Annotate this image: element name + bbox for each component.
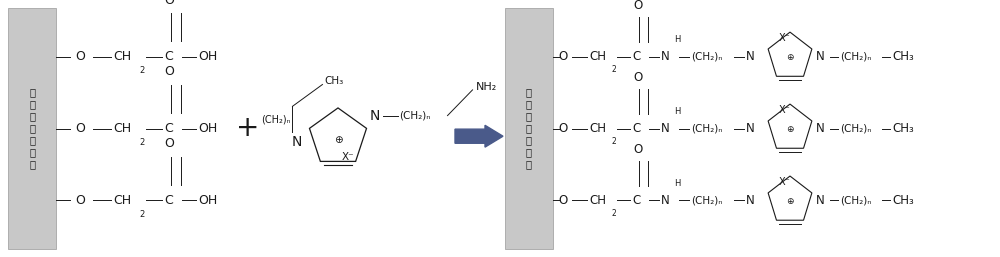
- Text: 介
孔
泡
沫
氧
化
硅: 介 孔 泡 沫 氧 化 硅: [29, 87, 35, 170]
- Text: CH: CH: [589, 194, 606, 207]
- Text: 2: 2: [611, 137, 616, 146]
- Text: (CH₂)ₙ: (CH₂)ₙ: [691, 124, 722, 133]
- Text: N: N: [816, 194, 825, 207]
- Text: O: O: [558, 50, 567, 63]
- Text: (CH₂)ₙ: (CH₂)ₙ: [840, 52, 871, 61]
- Text: H: H: [674, 179, 680, 188]
- FancyArrow shape: [455, 125, 503, 147]
- Text: ⊕: ⊕: [786, 125, 794, 134]
- Text: O: O: [164, 0, 174, 6]
- Text: (CH₂)ₙ: (CH₂)ₙ: [400, 111, 431, 121]
- Text: C: C: [632, 122, 640, 135]
- Text: O: O: [558, 194, 567, 207]
- Text: OH: OH: [198, 194, 217, 207]
- FancyBboxPatch shape: [505, 8, 553, 249]
- Text: X⁻: X⁻: [342, 152, 354, 162]
- Text: H: H: [674, 107, 680, 116]
- Text: ⊕: ⊕: [334, 135, 342, 145]
- Text: N: N: [816, 50, 825, 63]
- Text: N: N: [746, 194, 755, 207]
- Text: (CH₂)ₙ: (CH₂)ₙ: [261, 114, 290, 124]
- Text: N: N: [746, 50, 755, 63]
- Text: O: O: [633, 0, 642, 12]
- FancyBboxPatch shape: [8, 8, 56, 249]
- Text: N: N: [370, 108, 380, 123]
- Text: +: +: [236, 115, 260, 142]
- Text: ⊕: ⊕: [786, 197, 794, 206]
- Text: C: C: [632, 50, 640, 63]
- Text: CH₃: CH₃: [324, 76, 344, 86]
- Text: O: O: [75, 50, 85, 63]
- Text: (CH₂)ₙ: (CH₂)ₙ: [691, 52, 722, 61]
- Text: CH: CH: [113, 122, 131, 135]
- Text: OH: OH: [198, 50, 217, 63]
- Text: H: H: [674, 35, 680, 44]
- Text: N: N: [746, 122, 755, 135]
- Text: X⁻: X⁻: [779, 105, 791, 115]
- Text: 介
孔
泡
沫
氧
化
硅: 介 孔 泡 沫 氧 化 硅: [526, 87, 532, 170]
- Text: 2: 2: [139, 66, 144, 75]
- Text: (CH₂)ₙ: (CH₂)ₙ: [691, 196, 722, 205]
- Text: C: C: [632, 194, 640, 207]
- Text: O: O: [558, 122, 567, 135]
- Text: O: O: [633, 143, 642, 155]
- Text: OH: OH: [198, 122, 217, 135]
- Text: C: C: [164, 194, 173, 207]
- Text: ⊕: ⊕: [786, 53, 794, 62]
- Text: N: N: [661, 194, 670, 207]
- Text: CH₃: CH₃: [892, 122, 914, 135]
- Text: CH: CH: [113, 50, 131, 63]
- Text: O: O: [75, 122, 85, 135]
- Text: 2: 2: [139, 210, 144, 219]
- Text: N: N: [661, 122, 670, 135]
- Text: CH: CH: [589, 50, 606, 63]
- Text: C: C: [164, 50, 173, 63]
- Text: X⁻: X⁻: [779, 177, 791, 187]
- Text: CH₃: CH₃: [892, 50, 914, 63]
- Text: O: O: [164, 66, 174, 78]
- Text: C: C: [164, 122, 173, 135]
- Text: O: O: [75, 194, 85, 207]
- Text: 2: 2: [611, 209, 616, 218]
- Text: N: N: [816, 122, 825, 135]
- Text: O: O: [164, 137, 174, 150]
- Text: O: O: [633, 71, 642, 84]
- Text: NH₂: NH₂: [476, 82, 497, 92]
- Text: CH: CH: [113, 194, 131, 207]
- Text: X⁻: X⁻: [779, 33, 791, 43]
- Text: 2: 2: [139, 138, 144, 147]
- Text: (CH₂)ₙ: (CH₂)ₙ: [840, 124, 871, 133]
- Text: N: N: [292, 135, 302, 149]
- Text: 2: 2: [611, 65, 616, 74]
- Text: (CH₂)ₙ: (CH₂)ₙ: [840, 196, 871, 205]
- Text: N: N: [661, 50, 670, 63]
- Text: CH: CH: [589, 122, 606, 135]
- Text: CH₃: CH₃: [892, 194, 914, 207]
